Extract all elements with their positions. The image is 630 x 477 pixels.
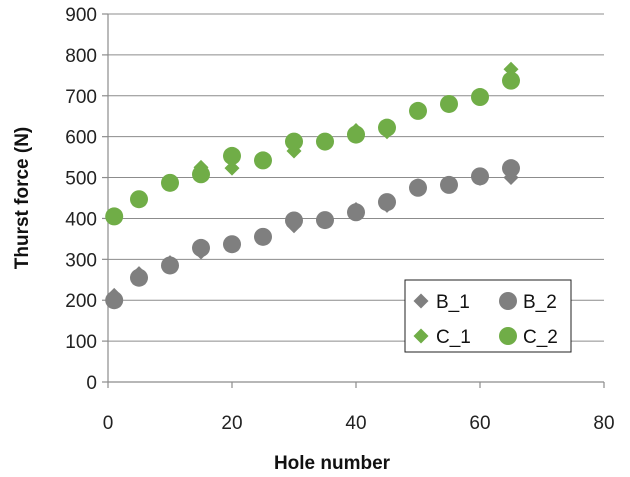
x-tick-label: 40 xyxy=(345,413,366,434)
x-tick-label: 0 xyxy=(103,413,114,434)
y-axis-title: Thurst force (N) xyxy=(12,127,33,270)
data-point xyxy=(105,207,124,226)
data-point xyxy=(316,132,334,151)
tick-labels: 0 100 200 300 400 500 600 700 800 900 0 20 40 60 80 xyxy=(65,5,614,434)
x-tick-label: 20 xyxy=(221,413,242,434)
y-tick-label: 700 xyxy=(65,87,97,108)
legend-marker xyxy=(413,328,429,344)
y-tick-label: 800 xyxy=(65,46,97,67)
data-point xyxy=(409,178,427,197)
data-point xyxy=(224,160,240,176)
series-C_2 xyxy=(105,71,520,226)
data-point xyxy=(471,167,489,186)
legend-marker xyxy=(499,327,517,345)
data-point xyxy=(316,211,334,230)
data-point xyxy=(440,94,458,113)
data-point xyxy=(409,101,427,120)
data-point xyxy=(161,256,179,275)
y-tick-label: 900 xyxy=(65,5,97,26)
y-tick-label: 200 xyxy=(65,291,97,312)
data-point xyxy=(285,132,303,151)
data-point xyxy=(347,125,365,144)
x-tick-label: 80 xyxy=(593,413,614,434)
data-point xyxy=(254,151,272,170)
data-point xyxy=(105,291,124,310)
legend-marker xyxy=(413,293,429,309)
data-point xyxy=(192,165,210,184)
x-tick-label: 60 xyxy=(469,413,490,434)
x-axis-title: Hole number xyxy=(274,453,391,474)
data-point xyxy=(223,146,241,165)
data-point xyxy=(378,118,396,137)
y-tick-label: 0 xyxy=(86,373,97,394)
data-point xyxy=(502,159,520,178)
legend-marker xyxy=(499,292,517,310)
data-point xyxy=(440,175,458,194)
legend-item: C_2 xyxy=(499,327,558,348)
legend-label: C_1 xyxy=(436,327,471,348)
y-tick-label: 400 xyxy=(65,209,97,230)
series-B_2 xyxy=(105,159,520,310)
data-point xyxy=(192,238,210,257)
data-point xyxy=(254,227,272,246)
data-point xyxy=(223,235,241,254)
legend-item: B_1 xyxy=(413,292,470,313)
data-point xyxy=(378,193,396,212)
data-point xyxy=(130,268,148,287)
legend-box xyxy=(404,279,572,353)
data-points xyxy=(105,61,520,310)
y-tick-label: 500 xyxy=(65,169,97,190)
legend-label: B_1 xyxy=(436,292,470,313)
legend-item: B_2 xyxy=(499,292,557,313)
data-point xyxy=(502,71,520,90)
legend: B_1 B_2 C_1 C_2 xyxy=(404,279,572,353)
series-C_1 xyxy=(106,61,519,223)
legend-item: C_1 xyxy=(413,327,471,348)
y-tick-label: 100 xyxy=(65,332,97,353)
data-point xyxy=(471,88,489,107)
data-point xyxy=(161,173,179,192)
legend-label: C_2 xyxy=(523,327,558,348)
data-point xyxy=(347,203,365,222)
data-point xyxy=(285,211,303,230)
y-tick-label: 300 xyxy=(65,250,97,271)
y-tick-label: 600 xyxy=(65,128,97,149)
data-point xyxy=(130,190,148,209)
legend-label: B_2 xyxy=(523,292,557,313)
